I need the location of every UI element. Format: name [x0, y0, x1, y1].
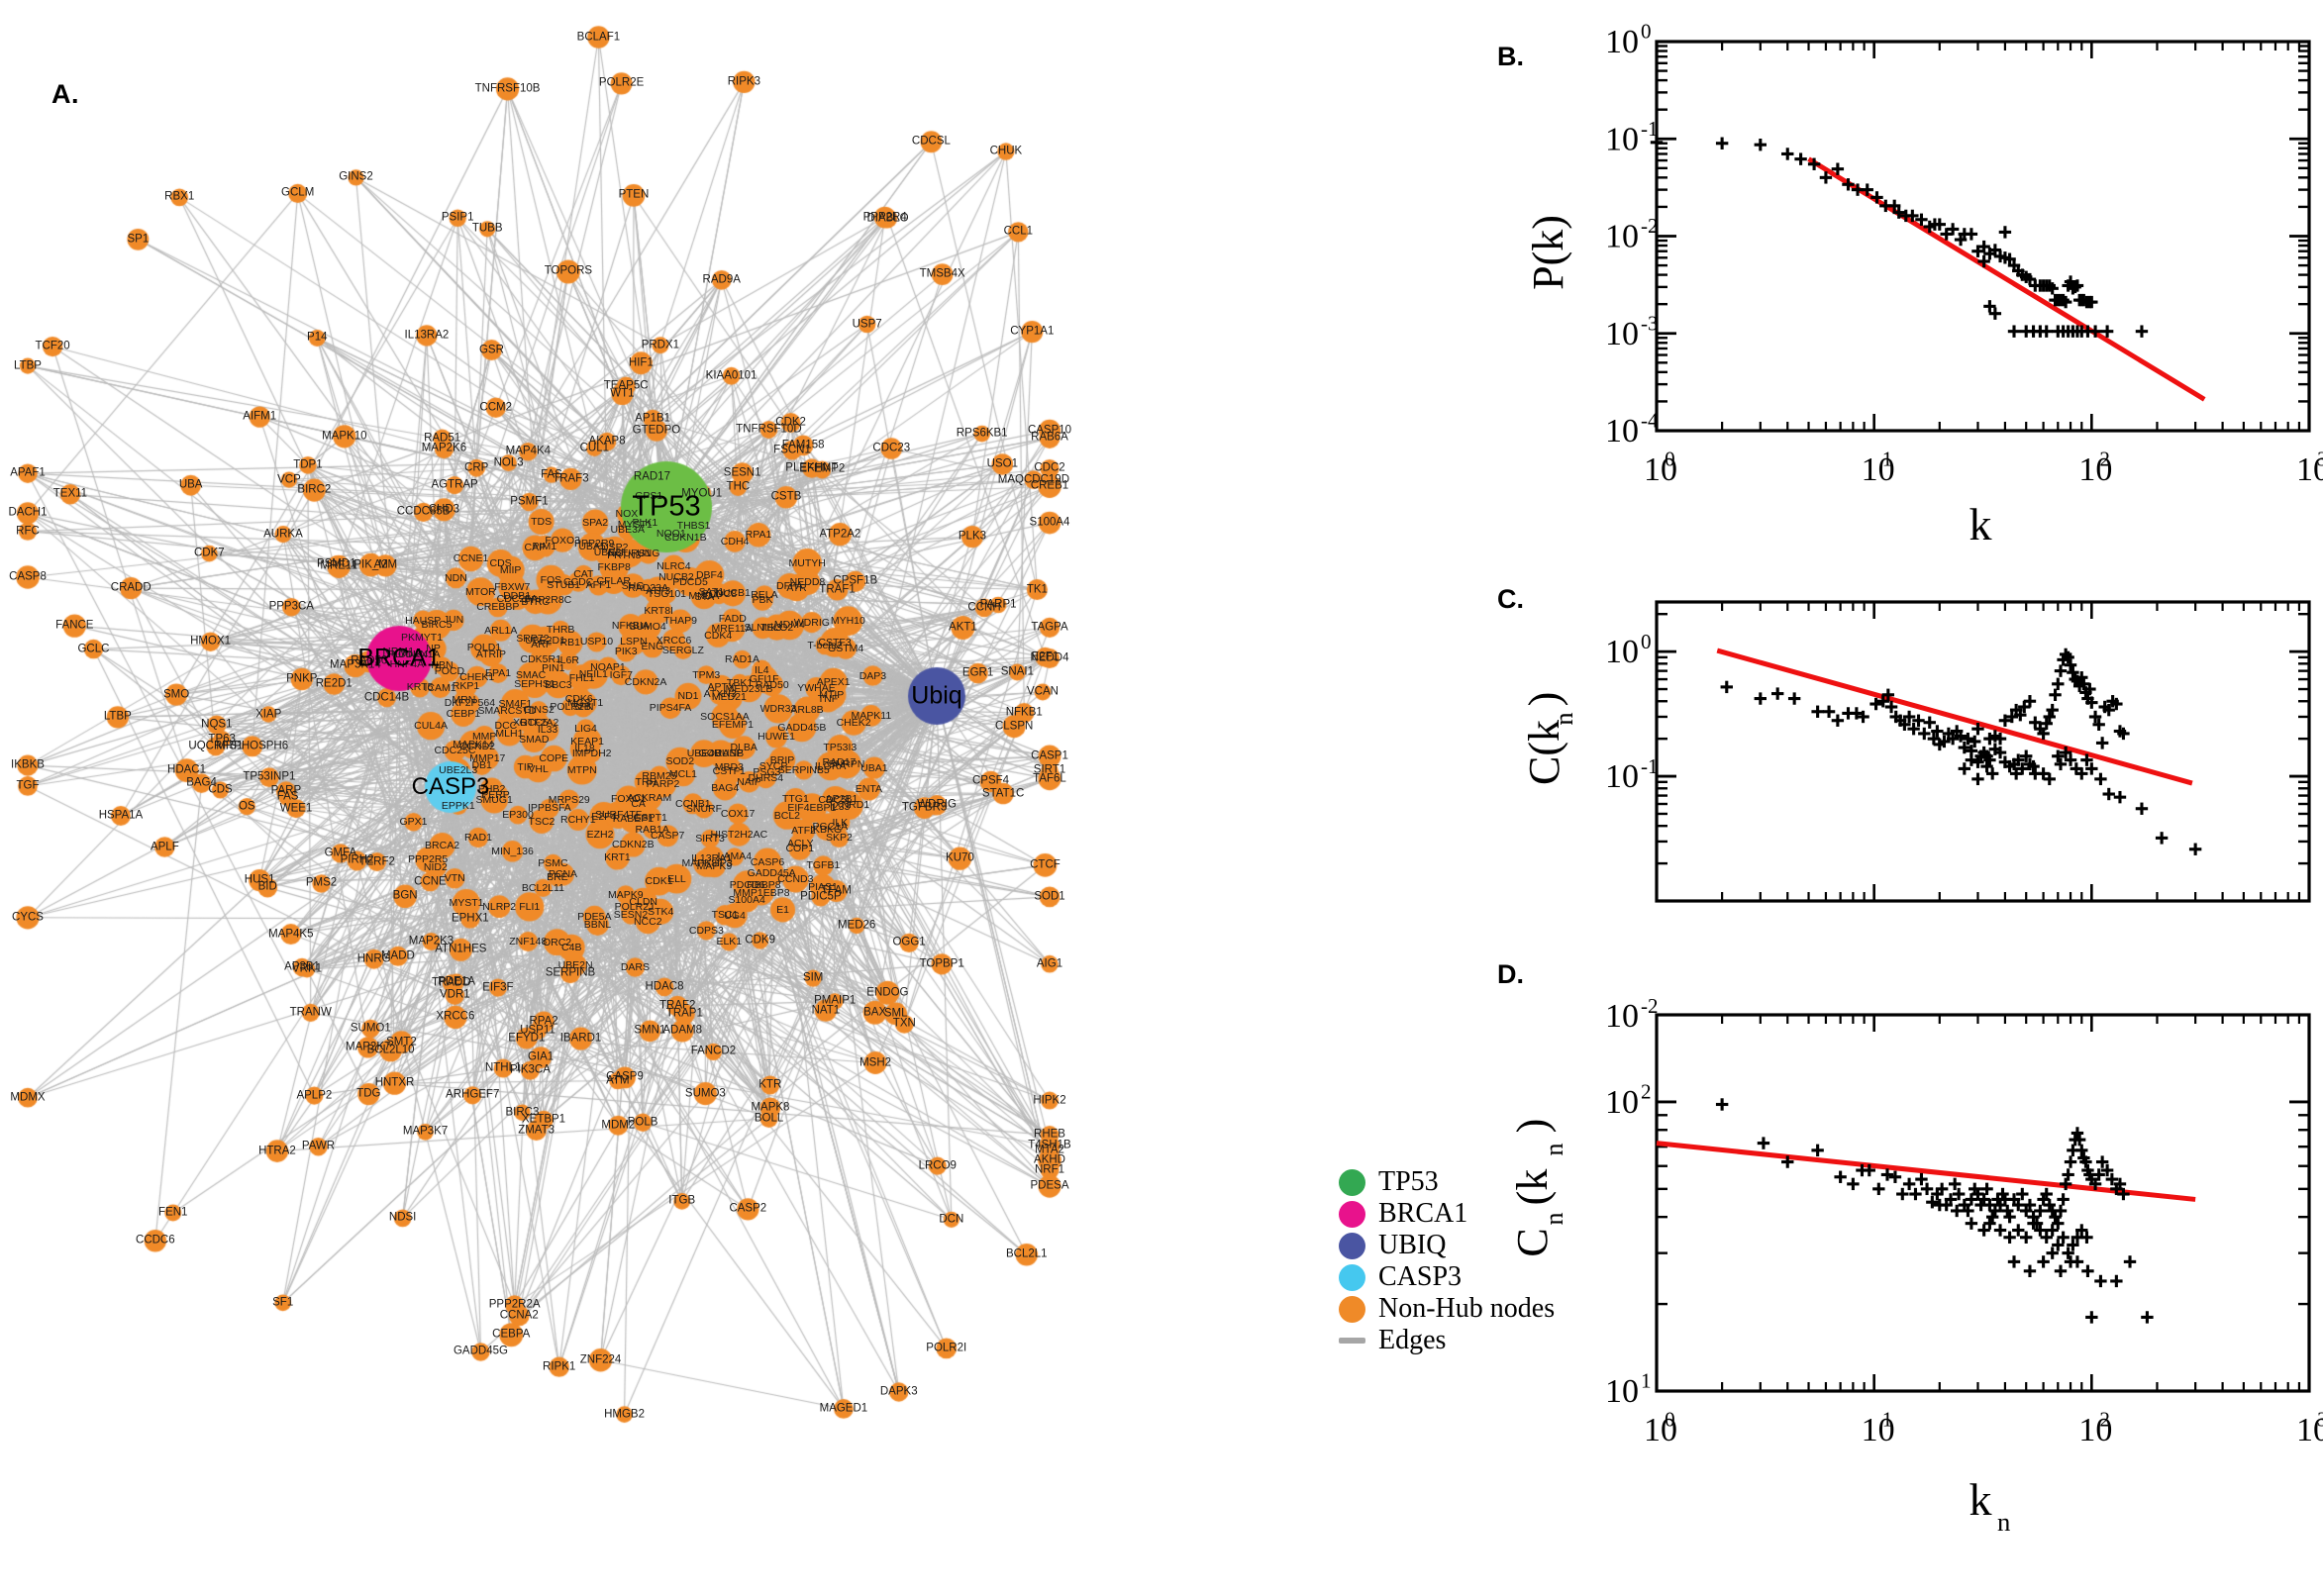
legend-item-label: BRCA1: [1378, 1198, 1468, 1229]
svg-text:10: 10: [1605, 316, 1639, 352]
svg-text:-4: -4: [1641, 409, 1659, 433]
svg-text:-1: -1: [1641, 754, 1659, 778]
legend-color-swatch: [1339, 1232, 1365, 1259]
svg-text:3: 3: [2317, 1408, 2323, 1432]
legend: TP53 BRCA1 UBIQ CASP3 Non-Hub nodes Edges: [1339, 1166, 1566, 1356]
svg-text:10: 10: [1605, 758, 1639, 795]
legend-color-swatch: [1339, 1263, 1365, 1291]
svg-text:1: 1: [1882, 1408, 1893, 1432]
svg-text:0: 0: [1665, 1408, 1675, 1432]
legend-item-tp53: TP53: [1339, 1166, 1566, 1198]
legend-item-edges: Edges: [1339, 1325, 1566, 1356]
legend-item-ubiq: UBIQ: [1339, 1230, 1566, 1261]
legend-item-label: Edges: [1378, 1325, 1447, 1355]
svg-text:0: 0: [1665, 448, 1675, 471]
svg-text:10: 10: [1605, 1373, 1639, 1410]
legend-item-non-hub-nodes: Non-Hub nodes: [1339, 1293, 1566, 1325]
svg-text:2: 2: [2099, 1408, 2110, 1432]
y-axis-title-part: n: [1540, 1144, 1568, 1156]
svg-text:10: 10: [2296, 451, 2323, 488]
svg-text:1: 1: [1641, 1369, 1652, 1393]
y-axis-title: P(k): [1524, 215, 1572, 290]
fit-line: [1656, 1141, 2196, 1202]
legend-item-casp3: CASP3: [1339, 1261, 1566, 1293]
panel-c-lower-tick-label: 10 -2: [1605, 994, 1659, 1035]
svg-text:10: 10: [2296, 1412, 2323, 1448]
svg-text:2: 2: [1641, 1080, 1652, 1104]
legend-item-label: TP53: [1378, 1166, 1439, 1197]
panel-c-label: C.: [1497, 584, 1524, 614]
y-axis-title-subscript: n: [1549, 712, 1578, 725]
y-axis-title-part: ): [1508, 1119, 1557, 1134]
legend-color-swatch: [1339, 1295, 1365, 1323]
svg-text:-2: -2: [1641, 214, 1659, 238]
y-axis-title-close: ): [1520, 692, 1568, 707]
svg-text:10: 10: [1605, 24, 1639, 60]
legend-item-brca1: BRCA1: [1339, 1198, 1566, 1230]
legend-color-swatch: [1339, 1200, 1365, 1228]
fit-line: [1716, 648, 2193, 786]
svg-text:10: 10: [1605, 1084, 1639, 1121]
panel-b-label: B.: [1497, 42, 1524, 71]
svg-text:10: 10: [1605, 219, 1639, 255]
data-points: [1715, 1098, 2154, 1324]
svg-text:2: 2: [2099, 448, 2110, 471]
panel-d-label: D.: [1497, 959, 1524, 989]
y-axis-title: C: [1508, 1228, 1557, 1256]
svg-text:10: 10: [1862, 1412, 1895, 1448]
svg-text:10: 10: [1605, 121, 1639, 157]
svg-text:3: 3: [2317, 448, 2323, 471]
svg-text:-3: -3: [1641, 311, 1659, 335]
panel-c-plot: C. 10 0 10 -1 C(k n): [1485, 574, 2323, 970]
panel-b-plot: B. 10 0 10 -1 10 -2 10 -3 10 -4 10 0 10 1 10 2 10 3 P(k) k: [1485, 20, 2323, 584]
legend-item-label: Non-Hub nodes: [1378, 1293, 1556, 1324]
svg-text:10: 10: [1605, 634, 1639, 670]
fit-line: [1807, 156, 2206, 402]
svg-text:10: 10: [1605, 998, 1639, 1035]
svg-text:10: 10: [1644, 451, 1677, 488]
panel-a-network: A. TAF6LGMFAARL8BAIG1MAGED1SOCS1AANLRP2D…: [0, 0, 1475, 1596]
y-axis-title: C(k: [1520, 720, 1568, 785]
svg-text:10: 10: [1644, 1412, 1677, 1448]
x-axis-title-subscript: n: [1997, 1507, 2010, 1537]
svg-text:-1: -1: [1641, 117, 1659, 141]
panel-c-svg: 10 010 -1C(kn): [1520, 600, 2311, 903]
x-axis-title: k: [1970, 1474, 1992, 1525]
network-canvas: [0, 0, 1475, 1596]
legend-item-label: UBIQ: [1378, 1230, 1447, 1260]
svg-text:0: 0: [1641, 20, 1652, 44]
svg-text:10: 10: [2078, 1412, 2112, 1448]
svg-text:-2: -2: [1641, 994, 1659, 1018]
legend-item-label: CASP3: [1378, 1261, 1463, 1292]
svg-text:10: 10: [1862, 451, 1895, 488]
data-points: [1720, 648, 2202, 855]
y-axis-title-part: (k: [1508, 1169, 1557, 1206]
svg-text:0: 0: [1641, 630, 1652, 653]
svg-text:10: 10: [2078, 451, 2112, 488]
data-points: [1650, 136, 2149, 338]
svg-text:1: 1: [1882, 448, 1893, 471]
x-axis-title: k: [1970, 499, 1992, 549]
y-axis-title-part: n: [1540, 1213, 1568, 1226]
svg-text:10: 10: [1605, 413, 1639, 449]
legend-edge-swatch: [1339, 1338, 1365, 1344]
legend-color-swatch: [1339, 1168, 1365, 1196]
